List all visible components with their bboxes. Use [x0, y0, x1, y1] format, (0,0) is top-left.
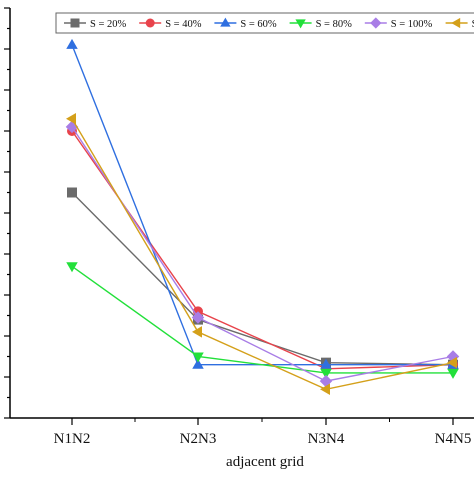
series-6 [66, 112, 457, 396]
legend-item: S = 40% [139, 18, 202, 30]
series-line [71, 192, 454, 366]
data-point [70, 18, 80, 28]
legend-label: S = 100% [391, 19, 433, 30]
data-point [320, 368, 332, 379]
legend-item: S = 100% [364, 17, 433, 30]
series-2 [67, 126, 458, 374]
data-point [192, 358, 204, 369]
data-point [192, 352, 204, 363]
data-point [320, 383, 330, 396]
series-4 [66, 262, 459, 379]
axes: N1N2 N2N3 N3N4 N4N5 [4, 7, 474, 447]
data-point [220, 17, 231, 27]
legend-label: S = [472, 19, 474, 30]
series-line [71, 265, 453, 374]
legend: S = 20% S = 40% S = 60% S = 80% S = 100% S = [55, 12, 474, 34]
x-tick-label: N3N4 [308, 431, 345, 447]
legend-label: S = 40% [165, 19, 202, 30]
series-line [71, 126, 454, 382]
data-point [295, 19, 306, 29]
legend-label: S = 20% [90, 19, 127, 30]
series-3 [66, 38, 459, 369]
data-point [66, 112, 76, 125]
legend-item: S = 80% [289, 19, 353, 30]
series-1 [67, 187, 458, 370]
series-layer [65, 38, 460, 396]
data-point [67, 187, 77, 198]
data-point [451, 17, 461, 29]
data-point [66, 262, 78, 273]
data-point [320, 358, 332, 369]
data-point [145, 18, 155, 28]
series-line [71, 118, 454, 391]
data-point [66, 38, 78, 49]
legend-item: S = 60% [214, 17, 277, 30]
data-point [191, 311, 205, 324]
x-axis-label: adjacent grid [226, 454, 304, 470]
legend-box [55, 12, 474, 34]
legend-item: S = 20% [64, 18, 127, 30]
data-point [192, 326, 202, 338]
data-point [447, 356, 457, 369]
legend-label: S = 80% [316, 19, 353, 30]
data-point [370, 17, 382, 29]
legend-item: S = [445, 17, 474, 30]
data-point [447, 368, 459, 379]
x-tick-label: N1N2 [54, 431, 91, 447]
series-line [71, 44, 453, 366]
series-5 [65, 120, 460, 388]
data-point [319, 374, 333, 388]
legend-label: S = 60% [240, 19, 277, 30]
x-tick-label: N2N3 [180, 431, 217, 447]
x-tick-label: N4N5 [435, 431, 472, 447]
